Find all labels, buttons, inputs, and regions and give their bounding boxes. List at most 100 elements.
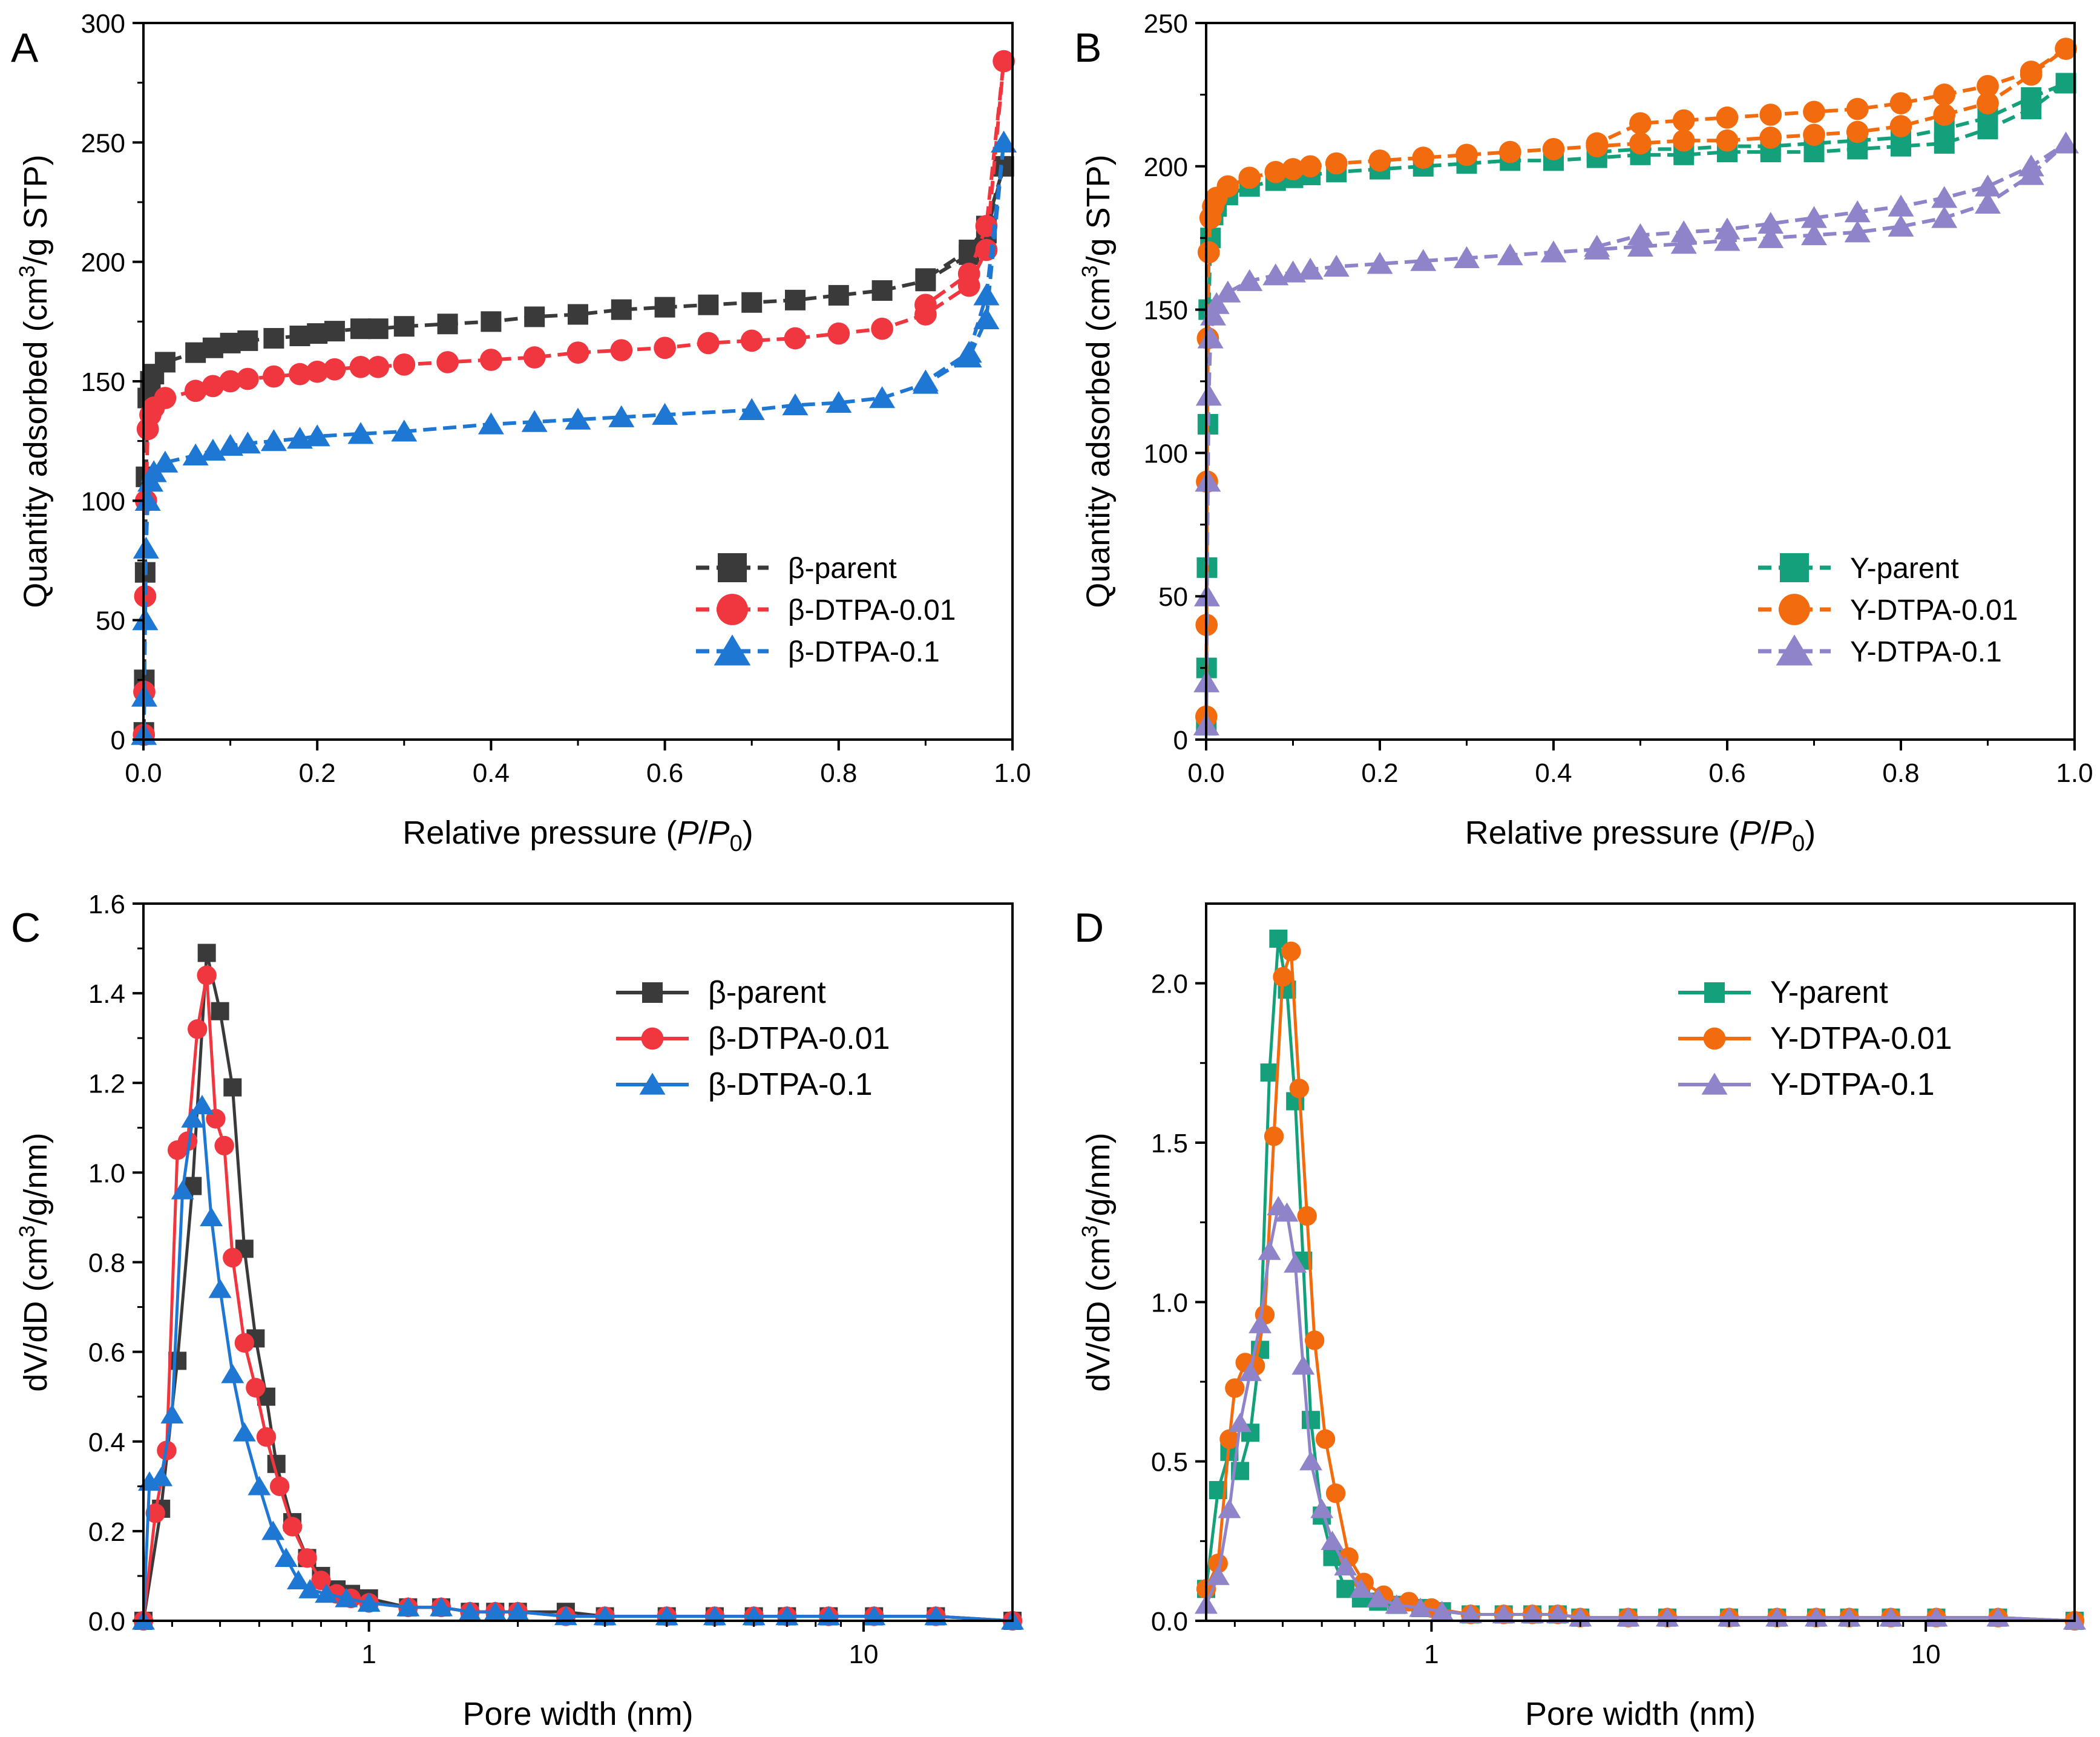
data-point (297, 1548, 317, 1568)
x-tick-label: 0.6 (646, 758, 683, 788)
y-tick-label: 1.6 (88, 890, 125, 919)
data-point (134, 488, 161, 511)
data-point (1586, 132, 1609, 155)
data-point (2020, 61, 2043, 83)
legend-item: Y-DTPA-0.1 (1758, 634, 2002, 668)
x-axis-label-part: P (677, 815, 698, 851)
data-point (654, 337, 676, 360)
data-point (566, 341, 589, 364)
data-point (367, 318, 389, 340)
y-tick-label: 250 (81, 128, 125, 158)
data-point (234, 1333, 255, 1353)
legend-item: Y-DTPA-0.01 (1758, 594, 2018, 626)
y-tick-label: 300 (81, 9, 125, 39)
data-point (1249, 1313, 1272, 1333)
data-point (1670, 232, 1697, 254)
data-point (177, 1131, 198, 1151)
legend-label: β-parent (788, 553, 897, 585)
data-point (1803, 123, 1825, 146)
data-point (145, 1503, 165, 1523)
data-point (261, 1520, 285, 1540)
data-point (1459, 1604, 1483, 1624)
data-point (828, 284, 849, 306)
data-point (654, 297, 675, 318)
data-point (1334, 1556, 1357, 1576)
data-point (185, 342, 206, 363)
data-point (1206, 1566, 1230, 1585)
y-tick-label: 200 (1144, 153, 1188, 182)
data-point (269, 1476, 290, 1497)
data-point (349, 355, 372, 378)
data-point (367, 355, 390, 378)
legend-marker (642, 982, 663, 1003)
data-point (1368, 149, 1391, 172)
x-tick-label: 1 (1424, 1640, 1439, 1669)
data-point (869, 386, 896, 409)
data-point (347, 422, 374, 444)
data-point (1282, 158, 1304, 180)
series-line (142, 59, 1006, 735)
y-tick-label: 1.0 (1151, 1288, 1188, 1318)
data-point (1239, 1361, 1262, 1381)
data-point (2021, 87, 2042, 108)
data-point (1716, 129, 1739, 152)
data-point (1258, 1240, 1281, 1260)
data-point (1714, 229, 1741, 251)
data-point (2053, 131, 2079, 154)
y-tick-label: 0.0 (1151, 1607, 1188, 1637)
data-point (568, 304, 588, 325)
data-point (782, 393, 809, 416)
data-point (1291, 1355, 1315, 1375)
y-tick-label: 0 (111, 726, 125, 755)
data-point (248, 1476, 271, 1496)
data-point (237, 330, 258, 351)
x-tick-label: 0.8 (1882, 758, 1919, 788)
y-tick-label: 1.2 (88, 1069, 125, 1098)
legend-label: Y-parent (1850, 553, 1959, 585)
data-point (458, 1601, 482, 1621)
data-point (1218, 1499, 1241, 1519)
data-point (2055, 73, 2076, 94)
data-point (1297, 257, 1324, 280)
data-point (1759, 103, 1782, 126)
data-point (506, 1601, 530, 1621)
data-point (184, 379, 207, 402)
data-point (480, 349, 502, 371)
data-point (1315, 1429, 1336, 1449)
data-point (393, 316, 415, 337)
data-point (1670, 220, 1697, 243)
y-tick-label: 50 (96, 606, 125, 636)
legend-label: Y-DTPA-0.01 (1770, 1021, 1952, 1056)
data-point (1410, 249, 1437, 271)
x-tick-label: 0.6 (1708, 758, 1745, 788)
y-axis-label-part: 3 (1077, 265, 1102, 277)
data-point (263, 327, 284, 349)
data-point (1310, 1499, 1334, 1519)
data-point (208, 1278, 232, 1298)
data-point (133, 536, 159, 559)
data-point (396, 1597, 420, 1617)
x-tick-label: 0.2 (299, 758, 336, 788)
data-point (1229, 1413, 1252, 1433)
y-tick-label: 100 (1144, 439, 1188, 468)
data-point (1321, 1531, 1344, 1550)
data-point (484, 1601, 507, 1621)
x-tick-label: 0.0 (125, 758, 162, 788)
data-point (1933, 84, 1956, 106)
legend-item: Y-parent (1678, 975, 1888, 1010)
x-axis-label: Relative pressure (P/P0) (402, 815, 753, 856)
data-point (260, 429, 287, 451)
data-point (274, 1548, 298, 1567)
data-point (1492, 1604, 1515, 1624)
data-point (2018, 154, 2044, 177)
data-point (912, 369, 939, 392)
data-point (1714, 217, 1741, 240)
data-point (149, 1466, 173, 1486)
data-point (1289, 1079, 1310, 1098)
data-point (1197, 241, 1220, 264)
x-tick-label: 10 (848, 1640, 878, 1669)
x-axis-label-part: P (708, 815, 730, 851)
data-point (430, 1597, 453, 1617)
data-point (1627, 223, 1654, 246)
